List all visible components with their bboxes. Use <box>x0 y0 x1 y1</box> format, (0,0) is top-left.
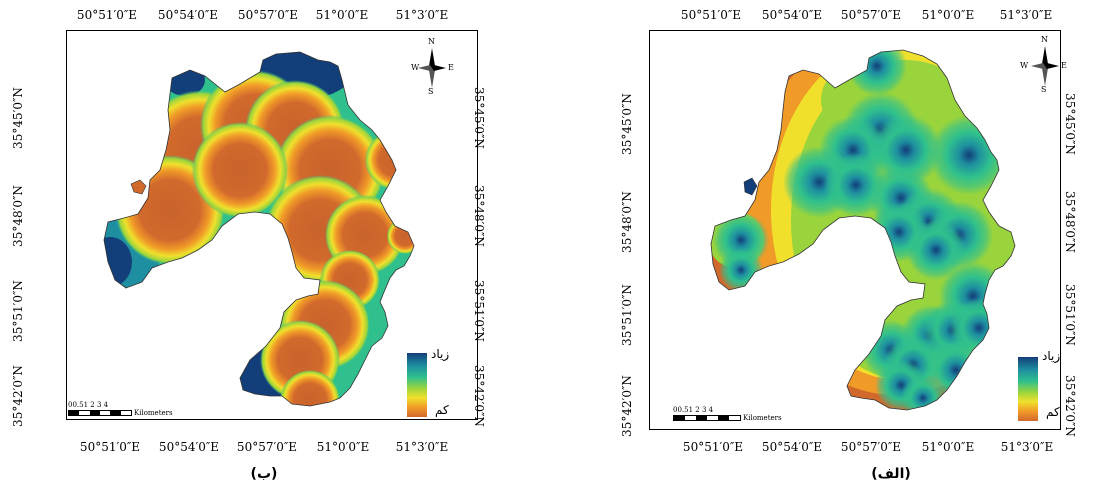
bottom-tick: 51°0′0″E <box>921 440 975 454</box>
top-tick: 50°51′0″E <box>680 8 742 22</box>
east-label: E <box>1061 61 1067 70</box>
bottom-tick: 50°57′0″E <box>236 440 298 454</box>
east-label: E <box>448 63 454 72</box>
west-label: W <box>411 63 420 72</box>
north-arrow-icon <box>1031 46 1059 86</box>
scale-numbers: 00.51 2 3 4 <box>673 406 714 414</box>
scale-numbers: 00.51 2 3 4 <box>68 401 109 409</box>
panel-caption: (ب) <box>250 466 278 482</box>
raster-map <box>103 51 415 407</box>
top-tick: 50°54′0″E <box>157 8 219 22</box>
raster-map <box>710 49 1016 411</box>
bottom-tick: 51°0′0″E <box>316 440 370 454</box>
top-tick: 50°51′0″E <box>76 8 138 22</box>
legend-high-label: زیاد <box>1042 349 1061 363</box>
north-label: N <box>428 37 435 46</box>
south-label: S <box>428 87 434 96</box>
top-tick: 50°54′0″E <box>761 8 823 22</box>
legend-low-label: کم <box>1046 405 1060 419</box>
top-tick: 51°3′0″E <box>395 8 449 22</box>
top-tick: 50°57′0″E <box>237 8 299 22</box>
legend-high-label: زیاد <box>431 347 450 361</box>
bottom-tick: 51°3′0″E <box>395 440 449 454</box>
top-tick: 51°0′0″E <box>921 8 975 22</box>
bottom-tick: 50°54′0″E <box>761 440 823 454</box>
west-label: W <box>1020 61 1029 70</box>
bottom-tick: 51°3′0″E <box>1000 440 1054 454</box>
bottom-tick: 50°51′0″E <box>682 440 744 454</box>
scale-bar <box>673 415 741 421</box>
legend-gradient <box>1018 357 1038 421</box>
bottom-tick: 50°54′0″E <box>158 440 220 454</box>
top-tick: 51°0′0″E <box>315 8 369 22</box>
map-panel-a: 50°51′0″E 50°54′0″E 50°57′0″E 51°0′0″E 5… <box>551 0 1102 492</box>
south-label: S <box>1041 85 1047 94</box>
scale-unit: Kilometers <box>134 409 173 417</box>
map-panel-b: 50°51′0″E 50°54′0″E 50°57′0″E 51°0′0″E 5… <box>11 8 486 482</box>
bottom-tick: 50°51′0″E <box>79 440 141 454</box>
north-arrow-icon <box>418 48 446 88</box>
panel-caption: (الف) <box>871 466 911 482</box>
north-label: N <box>1041 35 1048 44</box>
legend-low-label: کم <box>435 403 449 417</box>
legend-gradient <box>407 353 427 417</box>
bottom-tick: 50°57′0″E <box>840 440 902 454</box>
scale-unit: Kilometers <box>743 414 782 422</box>
top-tick: 50°57′0″E <box>840 8 902 22</box>
top-tick: 51°3′0″E <box>999 8 1053 22</box>
scale-bar <box>68 410 132 416</box>
